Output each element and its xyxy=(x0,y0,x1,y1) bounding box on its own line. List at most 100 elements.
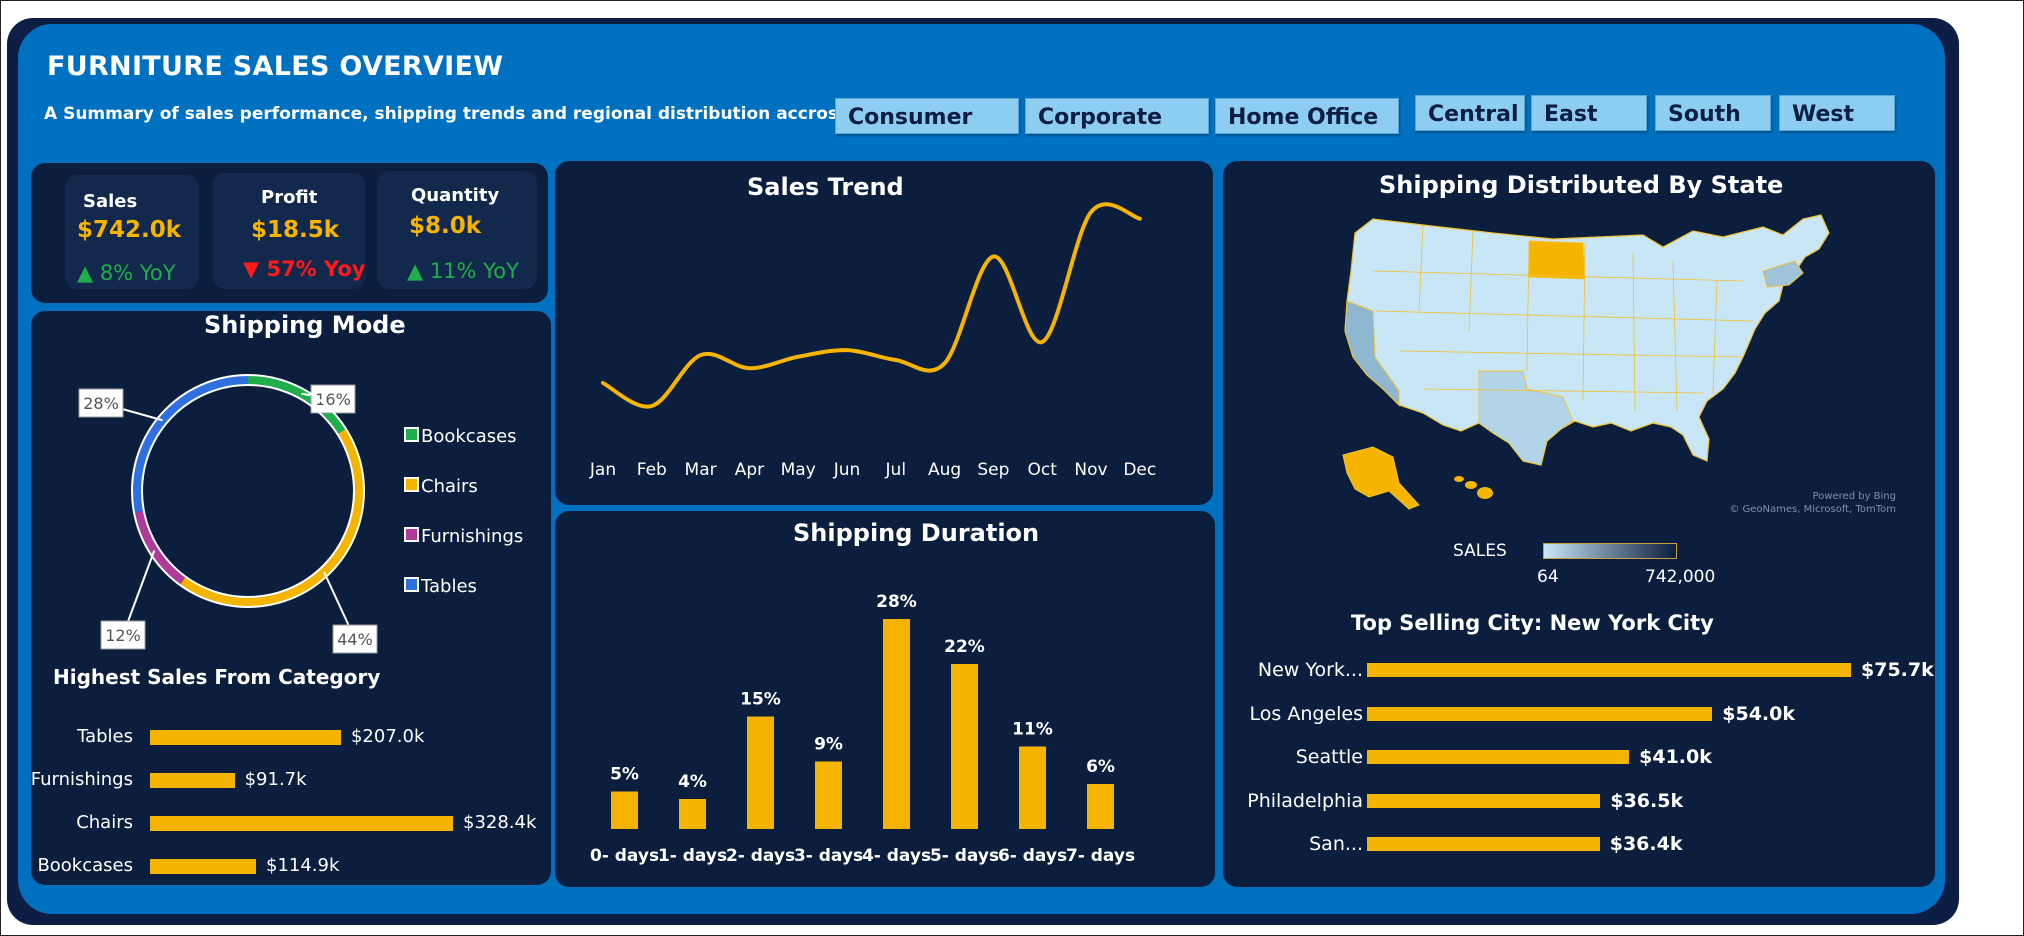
bar-seattle[interactable] xyxy=(1367,750,1630,764)
kpi-profit-label: Profit xyxy=(261,187,318,208)
trend-x-tick: Aug xyxy=(928,460,961,480)
shipping-mode-panel: Shipping Mode 16% 44% 12% 28% Bookcases Chair… xyxy=(31,311,551,885)
bar-category-label: Furnishings xyxy=(30,769,133,790)
duration-bar[interactable] xyxy=(747,716,774,830)
bar-data-label: $36.4k xyxy=(1609,833,1683,855)
duration-x-tick: 5- days xyxy=(930,846,999,866)
duration-x-tick: 0- days xyxy=(590,846,659,866)
bar-data-label: $207.0k xyxy=(350,726,425,747)
slicer-home-office[interactable]: Home Office xyxy=(1215,98,1399,134)
duration-bar[interactable] xyxy=(679,799,706,829)
map-legend-min: 64 xyxy=(1537,567,1559,587)
trend-x-tick: Jan xyxy=(589,460,616,480)
shipping-duration-title: Shipping Duration xyxy=(793,519,1040,547)
map-credit-geonames: © GeoNames, Microsoft, TomTom xyxy=(1729,504,1896,515)
slicer-corporate[interactable]: Corporate xyxy=(1025,98,1209,134)
duration-bar[interactable] xyxy=(815,761,842,830)
bar-new-york-[interactable] xyxy=(1367,663,1851,677)
duration-data-label: 28% xyxy=(876,592,917,612)
legend-swatch-furnishings xyxy=(404,527,419,542)
duration-bar[interactable] xyxy=(1087,784,1114,829)
map-panel: Shipping Distributed By State Powere xyxy=(1223,161,1935,887)
shipping-duration-panel: Shipping Duration 5% 0- days 4% 1- days 15% 2… xyxy=(555,511,1215,887)
top-city-chart: New York... $75.7k Los Angeles $54.0k Seattl… xyxy=(1223,161,1935,887)
bar-data-label: $75.7k xyxy=(1861,659,1934,681)
slicer-east[interactable]: East xyxy=(1531,95,1647,131)
donut-data-label: 12% xyxy=(105,626,141,645)
trend-x-tick: May xyxy=(781,460,816,480)
california-state xyxy=(1344,300,1400,407)
duration-data-label: 15% xyxy=(740,690,781,710)
trend-x-tick: Sep xyxy=(977,460,1009,480)
bar-data-label: $114.9k xyxy=(266,855,340,876)
duration-bar[interactable] xyxy=(611,791,638,830)
duration-data-label: 6% xyxy=(1086,757,1115,777)
hawaii-state xyxy=(1454,476,1493,499)
bar-bookcases[interactable] xyxy=(150,859,256,874)
donut-slice-bookcases[interactable] xyxy=(247,375,346,434)
bar-philadelphia[interactable] xyxy=(1367,793,1601,808)
donut-label-box xyxy=(100,620,146,650)
map-title: Shipping Distributed By State xyxy=(1379,171,1784,199)
kpi-profit-yoy: ▼ 57% Yoy xyxy=(243,257,366,281)
trend-x-tick: Feb xyxy=(637,460,667,480)
bar-tables[interactable] xyxy=(150,730,341,745)
kpi-card-profit: Profit $18.5k ▼ 57% Yoy xyxy=(213,173,365,289)
duration-data-label: 5% xyxy=(610,765,639,785)
duration-x-tick: 6- days xyxy=(998,846,1067,866)
donut-label-box xyxy=(78,388,124,418)
slicer-consumer[interactable]: Consumer xyxy=(835,98,1019,134)
bar-data-label: $328.4k xyxy=(463,812,537,833)
slicer-south[interactable]: South xyxy=(1655,95,1771,131)
kpi-profit-value: $18.5k xyxy=(251,217,340,243)
kpi-sales-label: Sales xyxy=(83,191,138,212)
shipping-mode-title: Shipping Mode xyxy=(204,311,406,339)
trend-x-tick: Mar xyxy=(685,460,717,480)
category-sales-title: Highest Sales From Category xyxy=(53,665,381,689)
duration-bar[interactable] xyxy=(1019,746,1046,830)
bar-category-label: Seattle xyxy=(1295,746,1363,768)
new-york-state xyxy=(1762,260,1804,288)
bar-category-label: San... xyxy=(1309,833,1363,855)
bar-category-label: New York... xyxy=(1257,659,1363,681)
sales-trend-chart: Jan Feb Mar Apr May Jun Jul Aug Sep Oct Nov Dec xyxy=(589,202,1156,480)
kpi-card-quantity: Quantity $8.0k ▲ 11% YoY xyxy=(377,171,537,289)
legend-label-tables[interactable]: Tables xyxy=(420,576,477,597)
kpi-card-sales: Sales $742.0k ▲ 8% YoY xyxy=(65,175,199,289)
bar-san-[interactable] xyxy=(1367,837,1600,851)
bar-furnishings[interactable] xyxy=(150,773,235,788)
duration-data-label: 22% xyxy=(944,637,985,657)
map-legend-label: SALES xyxy=(1453,541,1507,561)
donut-slice-tables[interactable] xyxy=(132,375,249,513)
sales-trend-line[interactable] xyxy=(601,202,1142,409)
duration-x-tick: 2- days xyxy=(726,846,795,866)
bar-chairs[interactable] xyxy=(150,816,453,831)
slicer-central[interactable]: Central xyxy=(1415,95,1525,131)
sales-trend-panel: Sales Trend Jan Feb Mar Apr May Jun Jul Aug Sep O… xyxy=(555,161,1213,505)
donut-slice-chairs[interactable] xyxy=(180,429,364,607)
donut-data-label: 44% xyxy=(337,630,373,649)
dashboard-subtitle: A Summary of sales performance, shipping… xyxy=(44,104,925,124)
us-sales-map[interactable]: Powered by Bing © GeoNames, Microsoft, T… xyxy=(1223,161,1935,541)
bar-category-label: Chairs xyxy=(76,812,133,833)
texas-state xyxy=(1478,370,1574,466)
contiguous-us-shape xyxy=(1344,214,1830,466)
trend-x-tick: Nov xyxy=(1074,460,1107,480)
duration-x-tick: 7- days xyxy=(1066,846,1135,866)
donut-slice-furnishings[interactable] xyxy=(134,510,186,585)
slicer-west[interactable]: West xyxy=(1779,95,1895,131)
duration-bar[interactable] xyxy=(883,619,910,829)
bar-category-label: Philadelphia xyxy=(1247,789,1363,812)
duration-x-tick: 1- days xyxy=(658,846,727,866)
legend-label-chairs[interactable]: Chairs xyxy=(421,476,478,497)
bar-category-label: Tables xyxy=(77,726,133,747)
legend-label-bookcases[interactable]: Bookcases xyxy=(421,426,517,447)
legend-swatch-tables xyxy=(404,577,419,592)
trend-x-tick: Jul xyxy=(885,460,907,480)
legend-label-furnishings[interactable]: Furnishings xyxy=(421,526,523,547)
duration-x-tick: 4- days xyxy=(862,846,931,866)
trend-x-tick: Jun xyxy=(833,460,861,480)
bar-los-angeles[interactable] xyxy=(1367,706,1713,721)
duration-bar[interactable] xyxy=(951,664,978,829)
